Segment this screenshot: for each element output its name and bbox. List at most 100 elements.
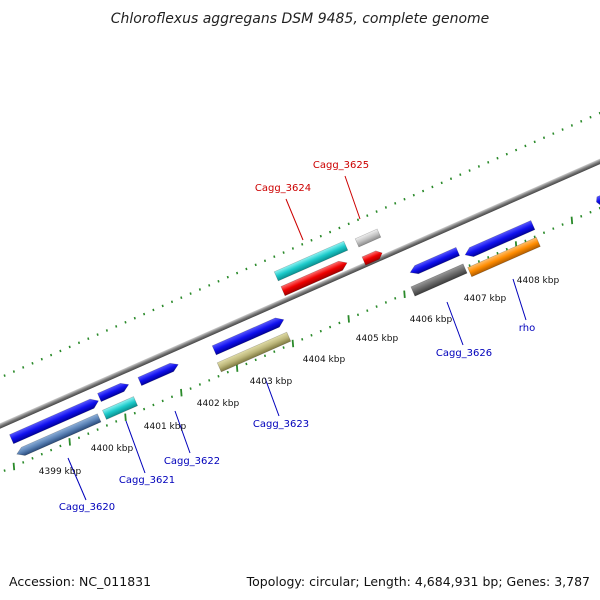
scale-dot (552, 132, 555, 135)
scale-dot (50, 448, 53, 452)
scale-dot (580, 215, 583, 218)
scale-dot (319, 329, 322, 333)
label-leader-line (125, 420, 146, 474)
gene-label[interactable]: Cagg_3621 (119, 475, 175, 486)
gene-label[interactable]: Cagg_3622 (164, 456, 220, 467)
scale-dot (533, 140, 536, 144)
scale-dot (505, 247, 508, 251)
scale-dot (22, 461, 25, 464)
scale-tick-label: 4408 kbp (517, 276, 560, 286)
label-leader-lines (67, 175, 527, 501)
gene-label[interactable]: Cagg_3623 (253, 419, 309, 430)
scale-dot (87, 337, 90, 341)
scale-dot (310, 238, 313, 242)
scale-dot (347, 222, 350, 226)
gene-arrow (354, 228, 382, 248)
gene-features (9, 193, 600, 456)
label-leader-line (512, 278, 527, 321)
gene-arrow (361, 250, 383, 266)
scale-dot (570, 124, 573, 127)
scale-dot (375, 210, 378, 213)
scale-dot (12, 462, 16, 471)
scale-tick-label: 4405 kbp (356, 334, 399, 344)
scale-tick-label: 4401 kbp (144, 422, 187, 432)
scale-dot (384, 206, 387, 209)
gene-arrow (216, 331, 292, 373)
scale-dot (580, 120, 583, 123)
scale-dot (329, 325, 332, 329)
scale-dot (152, 308, 155, 312)
scale-tick-label: 4407 kbp (464, 294, 507, 304)
scale-dot (133, 411, 136, 415)
scale-dot (31, 361, 34, 365)
scale-dot (143, 312, 146, 316)
scale-dot (310, 333, 313, 337)
scale-dot (3, 374, 6, 377)
genome-summary: Topology: circular; Length: 4,684,931 bp… (246, 574, 590, 589)
gene-arrow (596, 193, 600, 206)
scale-dot (524, 239, 527, 243)
scale-dot (254, 263, 257, 267)
scale-dot (468, 169, 471, 172)
gene-label[interactable]: Cagg_3624 (255, 183, 311, 194)
scale-dot (115, 420, 118, 423)
scale-tick-label: 4404 kbp (303, 355, 346, 365)
scale-dot (366, 309, 369, 312)
scale-dot (422, 189, 425, 193)
scale-dot (161, 304, 164, 308)
scale-tick-label: 4402 kbp (197, 399, 240, 409)
gene-arrow (16, 413, 102, 456)
gene-label[interactable]: rho (519, 323, 535, 334)
gene-label[interactable]: Cagg_3626 (436, 348, 492, 359)
scale-dot (22, 366, 25, 369)
scale-dot (496, 156, 499, 160)
scale-dot (77, 341, 81, 345)
gene-arrow (9, 398, 99, 445)
scale-dot (273, 255, 276, 258)
scale-dot (226, 275, 229, 279)
scale-dot (245, 267, 248, 271)
gene-arrow (467, 236, 541, 278)
scale-dot (40, 452, 43, 456)
scale-dot (263, 354, 267, 358)
scale-tick-label: 4406 kbp (410, 315, 453, 325)
scale-dot (394, 297, 397, 300)
gene-label[interactable]: Cagg_3625 (313, 160, 369, 171)
label-leader-line (285, 198, 304, 241)
scale-dot (226, 370, 229, 374)
scale-dot (329, 230, 332, 234)
label-leader-line (264, 377, 280, 417)
scale-tick-label: 4403 kbp (250, 377, 293, 387)
scale-dot (59, 444, 62, 448)
scale-dot (217, 374, 220, 378)
scale-dot (59, 349, 62, 353)
scale-dot (96, 333, 99, 336)
scale-dot (3, 469, 6, 472)
scale-dot (301, 338, 304, 341)
scale-dot (375, 305, 378, 308)
scale-dot (87, 432, 90, 436)
scale-dot (180, 388, 183, 397)
scale-dot (291, 247, 294, 250)
scale-dot (496, 251, 499, 255)
scale-dot (319, 234, 322, 238)
scale-dot (12, 370, 15, 373)
scale-dot (133, 316, 136, 320)
scale-dot (77, 436, 81, 440)
scale-dot (170, 300, 174, 304)
scale-dot (217, 279, 220, 283)
label-leader-line (446, 301, 464, 346)
scale-dot (235, 364, 239, 372)
gene-arrow (137, 362, 179, 386)
scale-dot (589, 210, 592, 214)
scale-dot (254, 358, 257, 362)
scale-dot (477, 260, 480, 263)
scale-dot (236, 271, 239, 275)
scale-tick-label: 4400 kbp (91, 444, 134, 454)
gene-label[interactable]: Cagg_3620 (59, 502, 115, 513)
gene-arrow (273, 240, 349, 282)
scale-dot (449, 177, 453, 181)
scale-dots (3, 111, 600, 472)
gene-arrow (280, 260, 348, 297)
